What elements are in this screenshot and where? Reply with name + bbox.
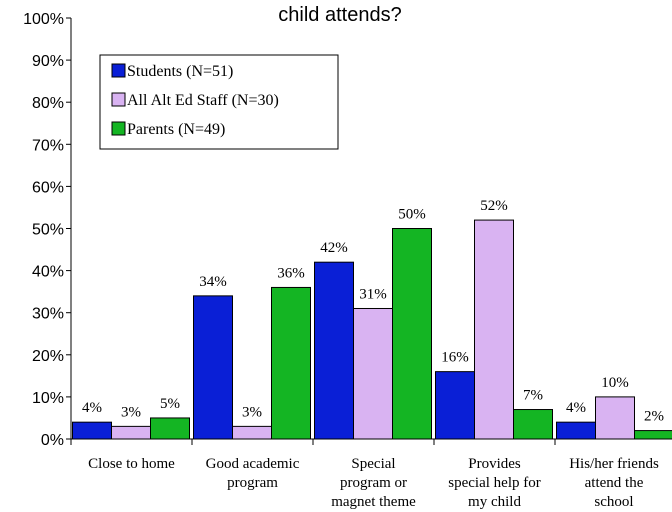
y-tick-label: 30% <box>32 306 64 323</box>
bar <box>556 421 596 440</box>
data-label: 7% <box>523 388 543 404</box>
category-label-line: Close to home <box>88 456 175 472</box>
chart-title: child attends? <box>278 4 401 26</box>
category-label-line: school <box>594 494 633 510</box>
y-tick-label: 70% <box>32 137 64 154</box>
data-label: 3% <box>121 404 141 420</box>
bar <box>392 228 432 440</box>
x-axis <box>70 438 672 445</box>
category-label-line: magnet theme <box>331 494 416 510</box>
data-label: 52% <box>480 198 508 214</box>
data-label: 34% <box>199 274 227 290</box>
bar <box>513 409 553 440</box>
bar <box>232 425 272 440</box>
y-tick-label: 20% <box>32 348 64 365</box>
data-label: 2% <box>644 409 664 425</box>
legend: Students (N=51) All Alt Ed Staff (N=30) Pa… <box>99 54 339 150</box>
bar <box>271 286 311 440</box>
category-label: Special program or magnet theme <box>331 456 416 510</box>
y-tick-label: 10% <box>32 390 64 407</box>
data-label: 42% <box>320 240 348 256</box>
bar <box>435 371 475 440</box>
data-labels: 4% 34% 42% 16% 4% 3% 3% 31% 52% 10% 5% 36% 50% 7% 2% <box>82 198 664 424</box>
y-tick-label: 100% <box>23 11 64 28</box>
category-label-line: Provides <box>468 456 521 472</box>
category-label-line: program or <box>340 475 407 491</box>
bar <box>193 295 233 440</box>
bar <box>314 261 354 440</box>
y-tick-label: 90% <box>32 53 64 70</box>
category-label-line: Good academic <box>206 456 300 472</box>
legend-swatch <box>111 92 126 107</box>
data-label: 16% <box>441 350 469 366</box>
data-label: 5% <box>160 396 180 412</box>
legend-swatch <box>111 121 126 136</box>
bar <box>595 396 635 440</box>
legend-label: All Alt Ed Staff (N=30) <box>127 92 279 109</box>
y-tick-label: 50% <box>32 222 64 239</box>
bar <box>111 425 151 440</box>
category-label-line: His/her friends <box>569 456 659 472</box>
category-label-line: attend the <box>585 475 644 491</box>
y-tick-label: 40% <box>32 264 64 281</box>
bar <box>150 417 190 440</box>
bar <box>474 219 514 440</box>
category-label: His/her friends attend the school <box>569 456 659 510</box>
data-label: 4% <box>566 400 586 416</box>
data-label: 50% <box>398 207 426 223</box>
y-tick-label: 60% <box>32 179 64 196</box>
data-label: 10% <box>601 375 629 391</box>
category-label: Good academic program <box>206 456 300 491</box>
category-labels: Close to home Good academic program Special… <box>88 456 659 510</box>
y-axis: 0% 10% 20% 30% 40% 50% 60% 70% 80% 90% 100% <box>23 11 72 449</box>
bar <box>634 430 672 440</box>
legend-box <box>99 54 339 150</box>
legend-label: Parents (N=49) <box>127 121 225 138</box>
data-label: 3% <box>242 404 262 420</box>
y-tick-label: 0% <box>41 432 64 449</box>
y-tick-label: 80% <box>32 95 64 112</box>
legend-label: Students (N=51) <box>127 63 233 80</box>
category-label: Provides special help for my child <box>448 456 540 510</box>
category-label-line: Special <box>351 456 395 472</box>
data-label: 4% <box>82 400 102 416</box>
bar <box>72 421 112 440</box>
category-label-line: program <box>227 475 278 491</box>
category-label-line: my child <box>468 494 521 510</box>
category-label: Close to home <box>88 456 175 472</box>
data-label: 31% <box>359 286 387 302</box>
bars <box>72 219 672 440</box>
legend-swatch <box>111 63 126 78</box>
category-label-line: special help for <box>448 475 540 491</box>
bar <box>353 307 393 440</box>
data-label: 36% <box>277 265 305 281</box>
